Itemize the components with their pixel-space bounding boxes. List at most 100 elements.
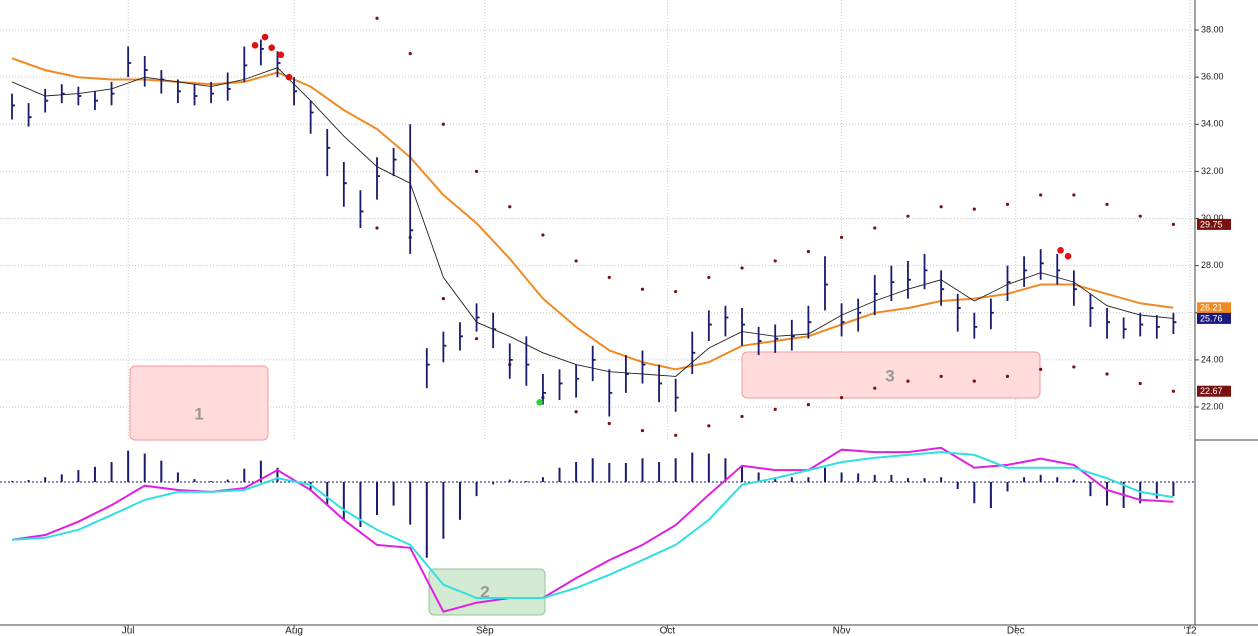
- price-bar: [359, 190, 364, 228]
- band-dot: [906, 214, 910, 218]
- price-bar: [857, 298, 862, 332]
- price-bar: [1139, 312, 1144, 337]
- band-dot: [674, 289, 678, 294]
- band-dot: [474, 169, 479, 173]
- price-bar: [658, 364, 663, 403]
- band-dot: [806, 403, 810, 407]
- x-tick-label: Sep: [476, 626, 494, 636]
- price-bar: [790, 319, 795, 351]
- band-dot: [707, 424, 711, 428]
- price-bar: [591, 345, 596, 382]
- price-bar: [691, 331, 696, 375]
- price-bar: [1072, 270, 1077, 306]
- price-bar: [674, 378, 679, 412]
- signal-dot: [261, 33, 269, 41]
- price-bar: [757, 326, 762, 356]
- price-bar: [293, 77, 298, 106]
- price-bar: [907, 260, 911, 299]
- band-dot: [906, 379, 910, 383]
- price-bar: [259, 39, 264, 66]
- price-bar: [774, 324, 779, 353]
- price-bar: [807, 305, 812, 339]
- band-dot: [1039, 367, 1043, 371]
- price-bar: [558, 369, 563, 400]
- band-dot: [607, 421, 611, 426]
- price-bar: [11, 93, 15, 120]
- y-tick-label: 32.00: [1201, 166, 1224, 176]
- band-dot: [1039, 193, 1043, 197]
- band-dot: [640, 428, 645, 433]
- last-value-label: 26.21: [1200, 303, 1223, 313]
- band-dot: [1005, 374, 1010, 378]
- price-bar: [890, 265, 895, 301]
- price-bar: [44, 88, 49, 113]
- band-dot: [1005, 202, 1010, 206]
- band-dot: [773, 259, 777, 263]
- price-bar: [624, 355, 629, 393]
- price-bar: [392, 147, 397, 177]
- band-dot: [773, 407, 777, 411]
- band-dot: [873, 226, 877, 230]
- price-bar: [1155, 315, 1160, 339]
- price-bar: [492, 312, 497, 349]
- x-tick-label: '12: [1183, 626, 1196, 636]
- band-dot: [839, 395, 844, 400]
- price-bar: [940, 270, 945, 306]
- price-bar: [27, 103, 32, 127]
- last-value-box: [1197, 218, 1231, 230]
- band-dot: [574, 410, 578, 414]
- price-bar: [1039, 249, 1044, 280]
- x-tick-label: Aug: [285, 626, 303, 636]
- band-dot: [1072, 193, 1076, 197]
- price-bar: [1023, 256, 1028, 287]
- band-dot: [1138, 381, 1142, 386]
- price-bar: [475, 303, 480, 332]
- y-tick-label: 38.00: [1201, 24, 1224, 34]
- band-dot: [1072, 365, 1076, 369]
- band-dot: [408, 51, 412, 56]
- price-bar: [94, 91, 98, 111]
- last-value-box: [1197, 385, 1231, 397]
- price-bar: [923, 253, 928, 290]
- band-dot: [474, 337, 479, 341]
- price-bar: [990, 298, 994, 330]
- annotation-box: [129, 365, 269, 441]
- band-dot: [640, 287, 645, 291]
- price-bar: [1106, 308, 1111, 339]
- price-bar: [724, 305, 729, 337]
- macd-line: [11, 451, 1174, 599]
- y-tick-label: 36.00: [1201, 72, 1224, 82]
- x-tick-label: Oct: [660, 626, 676, 636]
- band-dot: [1171, 222, 1176, 227]
- price-bar: [226, 72, 231, 101]
- band-dot: [740, 266, 744, 270]
- price-bar: [641, 350, 646, 384]
- signal-dot: [285, 73, 293, 81]
- price-bar: [840, 303, 845, 337]
- price-bar: [243, 46, 248, 82]
- price-bar: [973, 312, 978, 339]
- signal-dot: [1057, 247, 1064, 254]
- price-bar: [210, 81, 215, 104]
- x-tick-label: Nov: [833, 626, 851, 636]
- price-bar: [741, 308, 746, 346]
- price-bar: [1089, 293, 1094, 327]
- y-tick-label: 28.00: [1201, 260, 1224, 270]
- price-bar: [508, 343, 513, 379]
- price-bar: [193, 84, 198, 106]
- price-bar: [608, 369, 613, 417]
- band-dot: [574, 259, 578, 263]
- price-bar: [707, 310, 712, 342]
- price-bar: [425, 348, 430, 389]
- band-dot: [607, 275, 611, 280]
- price-bar: [127, 46, 132, 78]
- y-tick-label: 24.00: [1201, 354, 1224, 364]
- price-bar: [442, 331, 447, 363]
- annotation-text: 3: [885, 366, 894, 385]
- y-tick-label: 30.00: [1201, 213, 1224, 223]
- last-value-box: [1197, 302, 1231, 314]
- price-bar: [873, 275, 878, 316]
- band-dot: [375, 226, 379, 230]
